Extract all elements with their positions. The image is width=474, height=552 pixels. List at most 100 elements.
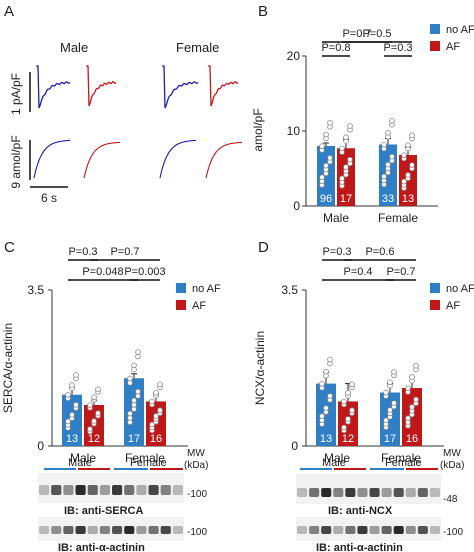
data-point bbox=[127, 375, 133, 382]
data-point bbox=[341, 398, 347, 405]
data-point bbox=[323, 405, 329, 411]
data-point bbox=[323, 131, 329, 138]
n-label: 12 bbox=[88, 433, 100, 445]
blot-band bbox=[345, 488, 356, 497]
panel-c-legend: no AF AF bbox=[176, 283, 221, 312]
data-point bbox=[149, 421, 155, 428]
panel-letter-c: C bbox=[4, 239, 15, 256]
n-label: 13 bbox=[402, 193, 414, 205]
data-point bbox=[153, 413, 159, 419]
data-point bbox=[91, 394, 97, 400]
data-point bbox=[153, 390, 159, 396]
serca-mw: -100 bbox=[187, 489, 207, 500]
blot-band bbox=[357, 526, 368, 534]
data-point bbox=[405, 142, 411, 149]
data-point bbox=[87, 402, 93, 408]
blot-mw-label: MW bbox=[187, 448, 205, 459]
data-point bbox=[349, 381, 355, 388]
data-point bbox=[405, 172, 411, 178]
data-point bbox=[381, 141, 387, 148]
actinin-blot bbox=[296, 517, 441, 541]
data-point bbox=[383, 417, 389, 424]
blot-band bbox=[309, 526, 320, 534]
panel-a-female-label: Female bbox=[176, 40, 219, 55]
data-point bbox=[95, 410, 101, 416]
serca-blot bbox=[38, 473, 184, 503]
legend-swatch-af bbox=[430, 300, 440, 310]
actinin-blot-label: IB: anti-α-actinin bbox=[58, 542, 145, 552]
data-point bbox=[339, 145, 345, 152]
n-label: 16 bbox=[150, 433, 162, 445]
trace-male-af-current bbox=[86, 65, 117, 107]
blot-band bbox=[87, 526, 98, 534]
data-point bbox=[383, 389, 389, 396]
blot-female-label: Female bbox=[385, 457, 422, 469]
data-point bbox=[157, 407, 163, 414]
n-label: 13 bbox=[66, 433, 78, 445]
trace-male-noaf-current bbox=[36, 65, 71, 109]
y-tick-label: 0 bbox=[291, 439, 298, 453]
n-label: 13 bbox=[320, 433, 332, 445]
data-point bbox=[343, 134, 349, 141]
data-point bbox=[405, 415, 411, 422]
blot-male-label: Male bbox=[68, 457, 92, 469]
p-value-label: P=0.7 bbox=[386, 266, 415, 278]
data-point bbox=[347, 156, 353, 163]
p-value-label: P=0.3 bbox=[322, 246, 351, 258]
actinin-mw: -100 bbox=[443, 527, 463, 538]
category-label-male: Male bbox=[70, 451, 96, 465]
data-point bbox=[87, 426, 93, 432]
data-point bbox=[327, 155, 333, 161]
category-label-male: Male bbox=[323, 211, 349, 225]
ncx-mw: -48 bbox=[443, 494, 458, 505]
panel-letter-b: B bbox=[258, 3, 268, 20]
data-point bbox=[327, 356, 333, 363]
data-point bbox=[385, 129, 391, 136]
actinin-blot-label: IB: anti-α-actinin bbox=[316, 542, 403, 552]
blot-band bbox=[99, 485, 110, 495]
data-point bbox=[341, 424, 347, 431]
panel-c-chart: 0 3.5 SERCA/α-actinin 13 12 Male 17 16 Female P=0… bbox=[1, 246, 188, 465]
blot-band bbox=[39, 526, 50, 534]
data-point bbox=[345, 390, 351, 396]
blot-band bbox=[63, 526, 74, 534]
data-point bbox=[385, 161, 391, 168]
blot-band bbox=[75, 526, 86, 534]
n-label: 17 bbox=[128, 433, 140, 445]
legend-swatch-noaf bbox=[430, 283, 440, 293]
trace-female-noaf-calcium bbox=[159, 139, 197, 179]
n-label: 17 bbox=[384, 433, 396, 445]
blot-band bbox=[333, 526, 344, 534]
ncx-blot bbox=[296, 474, 441, 504]
blot-band bbox=[112, 526, 123, 534]
trace-male-af-calcium bbox=[83, 141, 120, 179]
data-point bbox=[135, 388, 141, 395]
blot-band bbox=[172, 485, 183, 495]
data-point bbox=[319, 174, 325, 181]
blot-band bbox=[75, 485, 86, 495]
blot-band bbox=[429, 488, 440, 497]
y-tick-label: 10 bbox=[287, 124, 301, 138]
p-value-label: P=0.6 bbox=[365, 246, 394, 258]
data-point bbox=[401, 152, 407, 158]
panel-a-male-label: Male bbox=[60, 40, 88, 55]
trace-female-af-current bbox=[208, 65, 239, 107]
panel-a-ylabel-bottom: 9 amol/pF bbox=[9, 135, 23, 188]
panel-a-traces: Male Female 1 pA/pF 9 amol/pF 6 s bbox=[9, 40, 242, 205]
panel-a-ylabel-top: 1 pA/pF bbox=[9, 73, 23, 115]
data-point bbox=[91, 418, 97, 424]
blot-band bbox=[321, 488, 332, 497]
data-point bbox=[409, 162, 415, 168]
blot-band bbox=[405, 488, 416, 497]
n-label: 96 bbox=[320, 193, 332, 205]
trace-female-noaf-current bbox=[162, 65, 199, 109]
blot-band bbox=[357, 488, 368, 497]
blot-band bbox=[393, 526, 404, 534]
legend-swatch-noaf bbox=[430, 24, 440, 34]
data-point bbox=[327, 120, 333, 126]
data-point bbox=[343, 164, 349, 170]
blot-band bbox=[124, 485, 135, 495]
y-tick-label: 3.5 bbox=[27, 283, 44, 297]
category-label-female: Female bbox=[381, 451, 421, 465]
data-point bbox=[73, 372, 79, 378]
